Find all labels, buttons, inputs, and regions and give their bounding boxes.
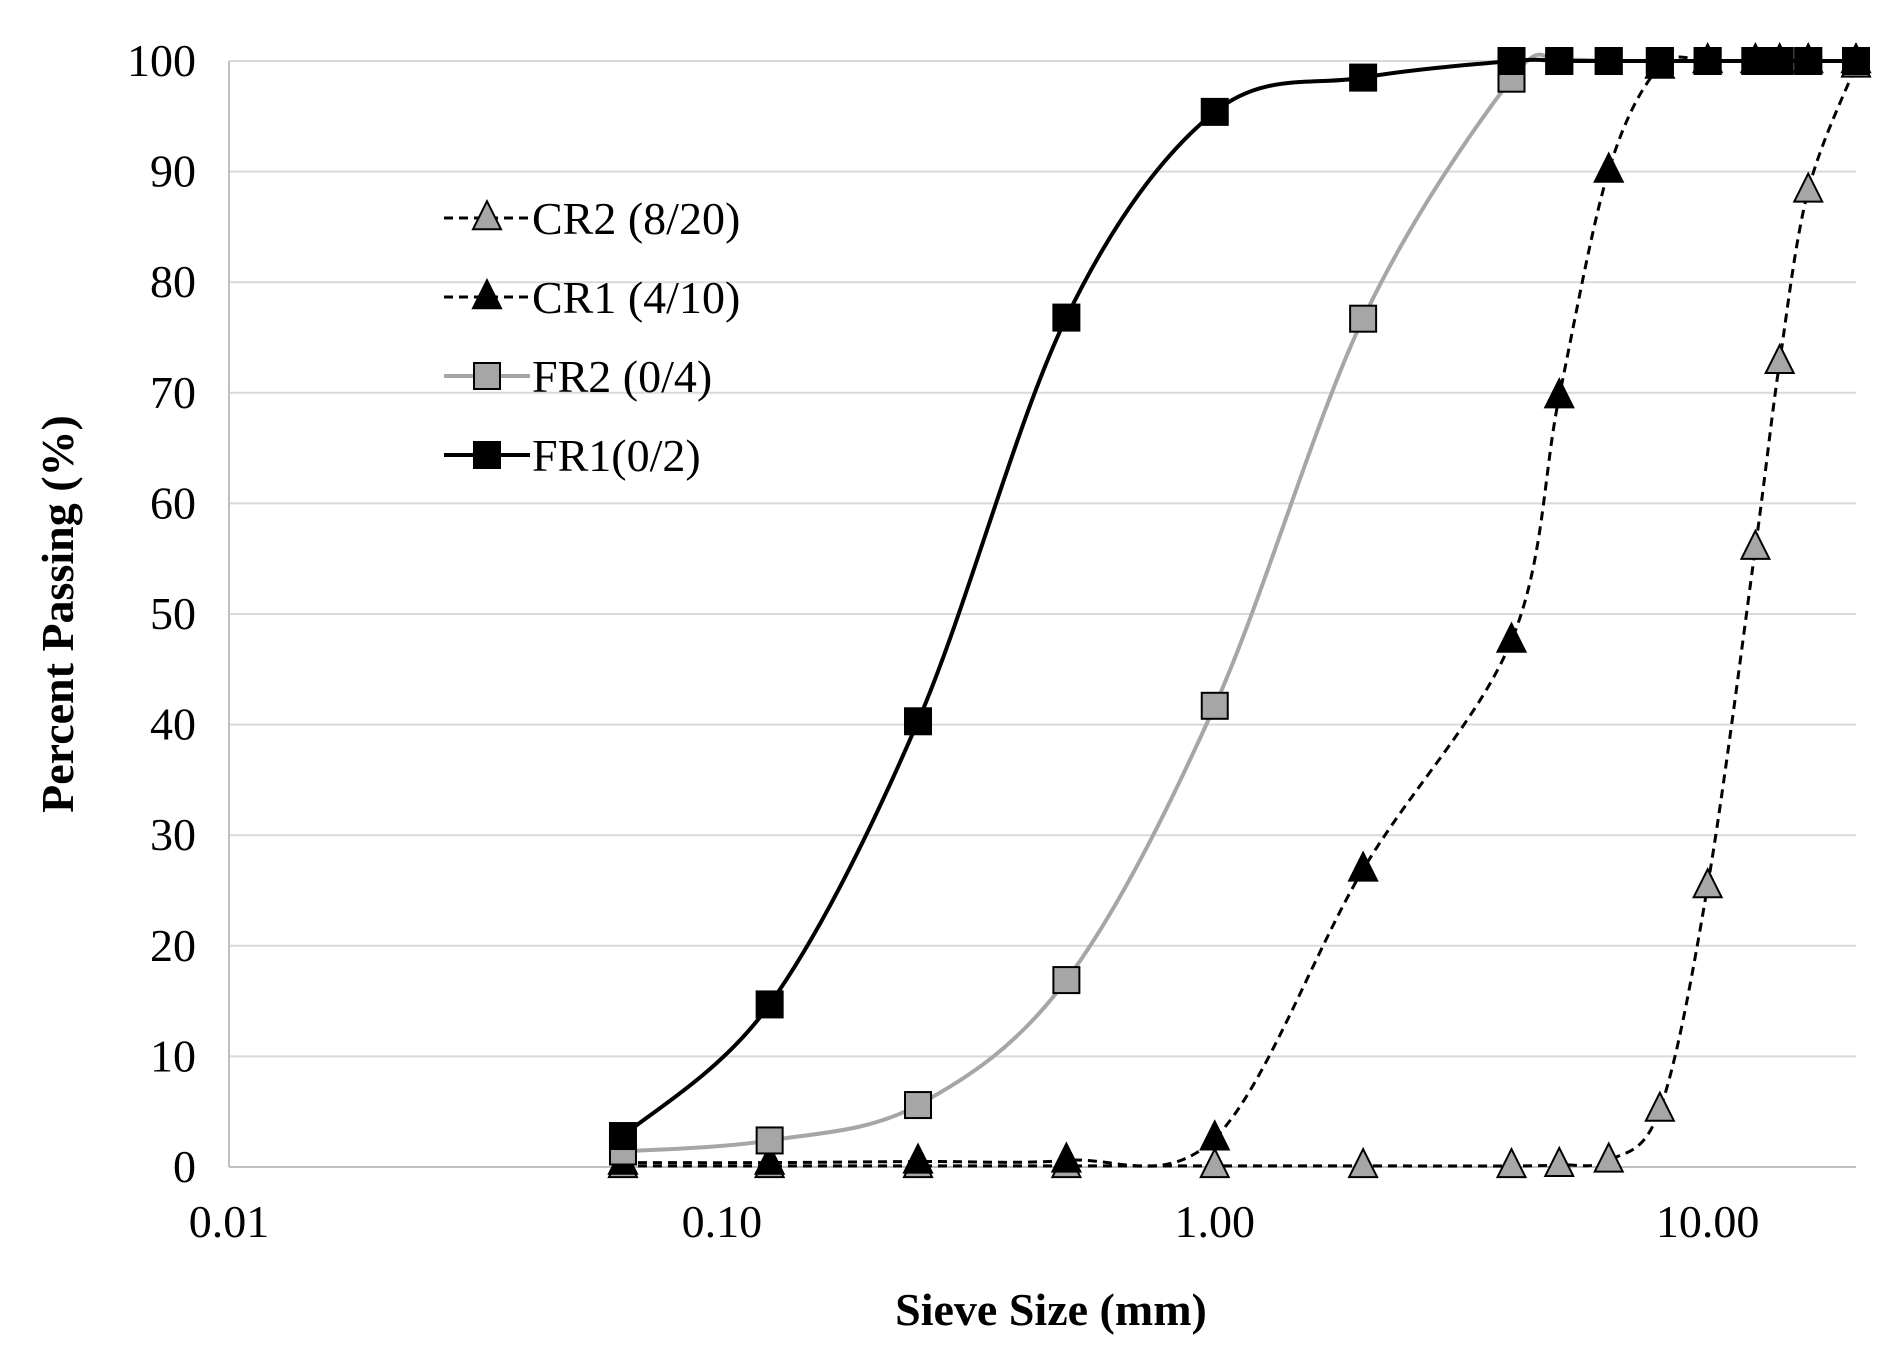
y-tick-label: 30: [150, 809, 196, 860]
data-point-marker: [1594, 47, 1623, 75]
data-point-marker: [1543, 377, 1575, 409]
legend-marker: [473, 362, 501, 390]
x-tick-label: 0.10: [682, 1196, 763, 1247]
data-point-marker: [1692, 867, 1724, 899]
data-point-marker: [1349, 63, 1378, 92]
y-tick-label: 90: [150, 146, 196, 197]
x-tick-label: 0.01: [189, 1196, 270, 1247]
data-point-marker: [1495, 621, 1528, 653]
x-tick-label: 1.00: [1175, 1196, 1256, 1247]
data-series: [607, 41, 1872, 1179]
data-point-marker: [1593, 1141, 1625, 1173]
data-point-marker: [1842, 47, 1870, 75]
data-point-marker: [1199, 1119, 1231, 1151]
x-tick-label: 10.00: [1656, 1196, 1760, 1247]
y-tick-label: 50: [150, 588, 196, 639]
legend-marker: [471, 277, 503, 310]
data-point-marker: [1545, 47, 1574, 75]
legend-item-fr1-0-2: FR1(0/2): [444, 430, 701, 481]
data-point-marker: [1200, 97, 1229, 126]
data-point-marker: [1644, 1090, 1676, 1122]
y-tick-label: 0: [173, 1141, 196, 1192]
data-point-marker: [1543, 1145, 1575, 1177]
legend-label: FR1(0/2): [532, 430, 701, 481]
data-point-marker: [1645, 47, 1674, 75]
data-point-marker: [1764, 342, 1796, 375]
y-axis-title: Percent Passing (%): [32, 415, 83, 813]
data-point-marker: [1693, 47, 1722, 75]
y-tick-label: 60: [150, 477, 196, 528]
legend-item-fr2-0-4: FR2 (0/4): [444, 351, 712, 402]
legend-item-cr1-4-10: CR1 (4/10): [444, 272, 740, 323]
y-tick-label: 70: [150, 367, 196, 418]
data-point-marker: [755, 990, 784, 1019]
data-point-marker: [1794, 47, 1823, 75]
legend: CR2 (8/20) CR1 (4/10) FR2 (0/4) FR1(0/2): [444, 193, 740, 481]
y-tick-label: 80: [150, 256, 196, 307]
legend-item-cr2-8-20: CR2 (8/20): [444, 193, 740, 244]
data-point-marker: [902, 1142, 934, 1174]
data-point-marker: [1347, 1146, 1379, 1179]
data-point-marker: [608, 1122, 637, 1151]
y-tick-label: 10: [150, 1030, 196, 1081]
data-point-marker: [1792, 171, 1824, 203]
data-point-marker: [1052, 303, 1081, 332]
legend-label: CR2 (8/20): [532, 193, 740, 244]
y-tick-label: 20: [150, 920, 196, 971]
y-tick-label: 100: [127, 35, 196, 86]
data-point-marker: [1347, 850, 1379, 882]
data-point-marker: [755, 1126, 784, 1155]
data-point-marker: [754, 1143, 786, 1175]
series-fr1-0-2: [608, 47, 1870, 1151]
data-point-marker: [1495, 1146, 1528, 1179]
data-point-marker: [1741, 47, 1770, 75]
axes: 0 10 20 30 40 50 60 70 80 90 100 0.01 0.10 1.00 10.00: [127, 35, 1856, 1247]
data-point-marker: [1200, 691, 1229, 720]
data-point-marker: [1739, 528, 1772, 560]
series-line: [623, 64, 1858, 1168]
y-tick-label: 40: [150, 699, 196, 750]
data-point-marker: [1765, 47, 1794, 75]
data-point-marker: [1497, 47, 1526, 75]
data-point-marker: [1050, 1141, 1083, 1173]
data-point-marker: [904, 1091, 933, 1120]
legend-marker: [473, 441, 501, 469]
legend-label: CR1 (4/10): [532, 272, 740, 323]
data-point-marker: [904, 707, 933, 736]
x-axis-title: Sieve Size (mm): [895, 1284, 1207, 1335]
data-point-marker: [1349, 304, 1378, 333]
data-point-marker: [1593, 151, 1625, 183]
data-point-marker: [1199, 1146, 1231, 1179]
legend-label: FR2 (0/4): [532, 351, 712, 402]
data-point-marker: [1052, 966, 1081, 995]
legend-marker: [471, 198, 503, 231]
